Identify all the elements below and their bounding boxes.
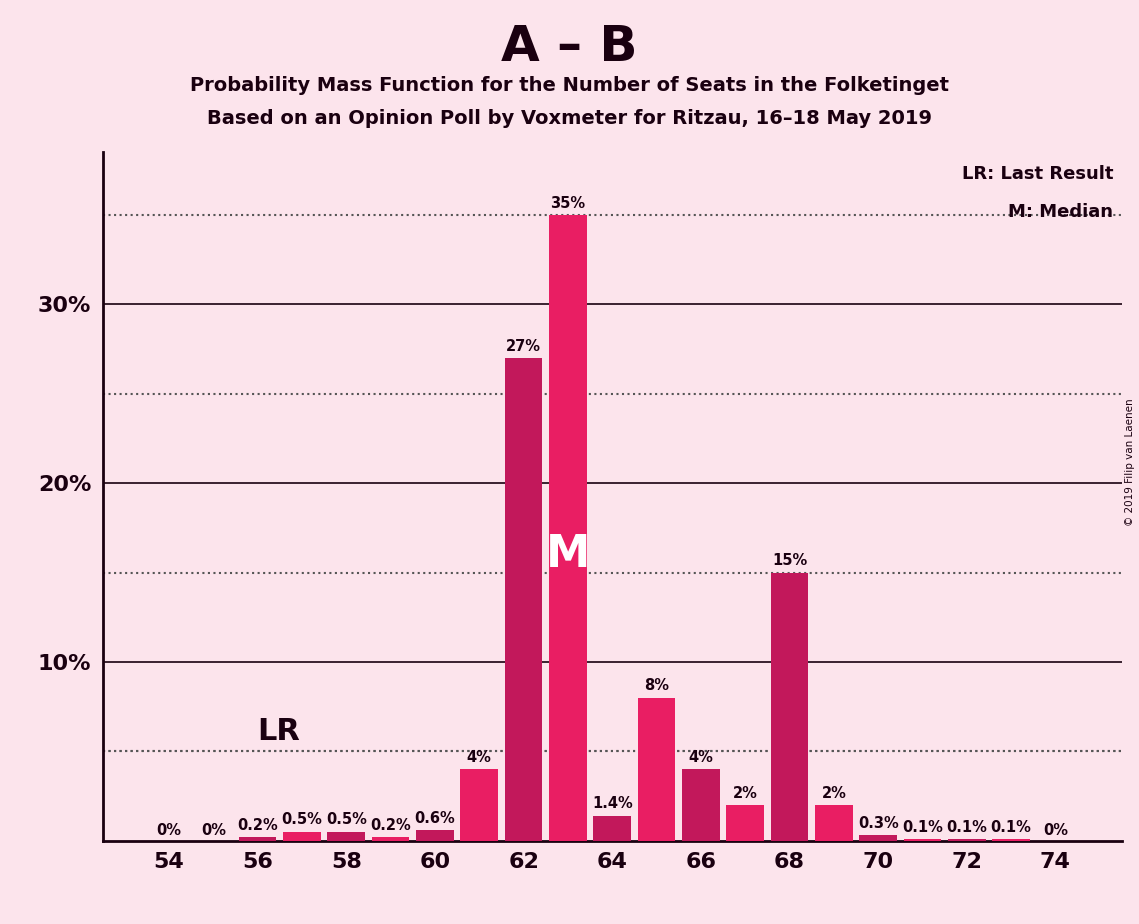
Bar [638,698,675,841]
Text: A – B: A – B [501,23,638,71]
Text: LR: Last Result: LR: Last Result [961,165,1113,183]
Text: © 2019 Filip van Laenen: © 2019 Filip van Laenen [1125,398,1134,526]
Text: 2%: 2% [821,785,846,800]
Text: LR: LR [257,717,301,746]
Text: 0.5%: 0.5% [326,812,367,827]
Text: 4%: 4% [467,750,492,765]
Text: 0.1%: 0.1% [991,820,1032,834]
Text: 0%: 0% [1043,822,1068,838]
Text: 15%: 15% [772,553,808,568]
Text: 0.2%: 0.2% [237,818,278,833]
Bar [460,770,498,841]
Text: M: M [546,533,590,577]
Text: 0.1%: 0.1% [902,820,943,834]
Text: 35%: 35% [550,196,585,211]
Bar [859,835,898,841]
Bar [593,816,631,841]
Text: 0%: 0% [156,822,181,838]
Bar [948,839,985,841]
Text: 0.3%: 0.3% [858,816,899,831]
Text: 27%: 27% [506,338,541,354]
Text: Probability Mass Function for the Number of Seats in the Folketinget: Probability Mass Function for the Number… [190,76,949,95]
Bar [327,832,366,841]
Bar [549,215,587,841]
Text: 0.2%: 0.2% [370,818,411,833]
Bar [771,573,809,841]
Bar [371,837,409,841]
Bar [284,832,321,841]
Text: 4%: 4% [688,750,713,765]
Text: 0.1%: 0.1% [947,820,988,834]
Text: 0%: 0% [200,822,226,838]
Text: M: Median: M: Median [1008,202,1113,221]
Text: Based on an Opinion Poll by Voxmeter for Ritzau, 16–18 May 2019: Based on an Opinion Poll by Voxmeter for… [207,109,932,128]
Bar [416,830,453,841]
Text: 2%: 2% [732,785,757,800]
Bar [727,805,764,841]
Text: 1.4%: 1.4% [592,796,632,811]
Bar [992,839,1030,841]
Bar [239,837,277,841]
Bar [682,770,720,841]
Bar [903,839,941,841]
Bar [505,359,542,841]
Text: 8%: 8% [644,678,669,693]
Bar [816,805,853,841]
Text: 0.5%: 0.5% [281,812,322,827]
Text: 0.6%: 0.6% [415,810,456,826]
